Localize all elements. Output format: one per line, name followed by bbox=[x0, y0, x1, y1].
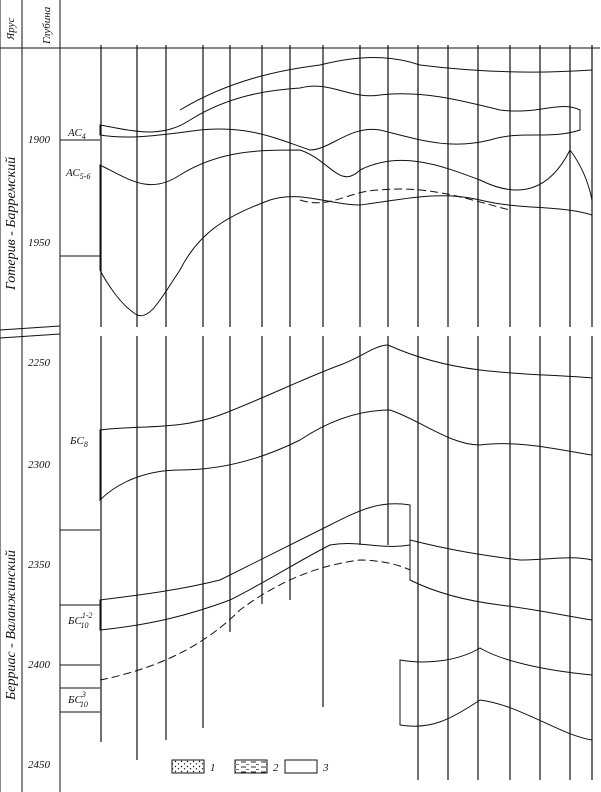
wells bbox=[95, 45, 595, 780]
layer-label: БС8 bbox=[69, 435, 88, 449]
legend: 1 2 3 bbox=[171, 759, 329, 774]
legend-label: 3 bbox=[322, 762, 329, 774]
legend-label: 1 bbox=[210, 762, 216, 774]
legend-swatch bbox=[284, 759, 318, 774]
layer-label: АС5-6 bbox=[65, 167, 90, 181]
stage-label: Берриас - Валанжинский bbox=[4, 550, 19, 701]
layer-labels: АС4 АС5-6 БС8 БС1-2 10 БС3 10 bbox=[65, 127, 93, 709]
legend-swatch bbox=[234, 759, 268, 774]
depth-label: 1950 bbox=[28, 237, 51, 249]
legend-label: 2 bbox=[273, 762, 279, 774]
layer-label: АС4 bbox=[67, 127, 86, 141]
stage-label: Готерив - Барремский bbox=[4, 157, 19, 291]
depth-label: 1900 bbox=[28, 134, 51, 146]
layer-label: БС3 10 bbox=[67, 690, 88, 709]
header-depth: Глубина bbox=[41, 6, 53, 45]
depth-label: 2400 bbox=[28, 659, 51, 671]
layer-label: БС1-2 10 bbox=[67, 611, 93, 630]
header-stage: Ярус bbox=[5, 18, 17, 41]
depth-label: 2300 bbox=[28, 459, 51, 471]
depth-label: 2350 bbox=[28, 559, 51, 571]
depth-labels: 1900 1950 2250 2300 2350 2400 2450 bbox=[28, 134, 51, 771]
depth-label: 2450 bbox=[28, 759, 51, 771]
depth-label: 2250 bbox=[28, 357, 51, 369]
legend-swatch bbox=[171, 759, 205, 774]
layers bbox=[99, 57, 593, 741]
